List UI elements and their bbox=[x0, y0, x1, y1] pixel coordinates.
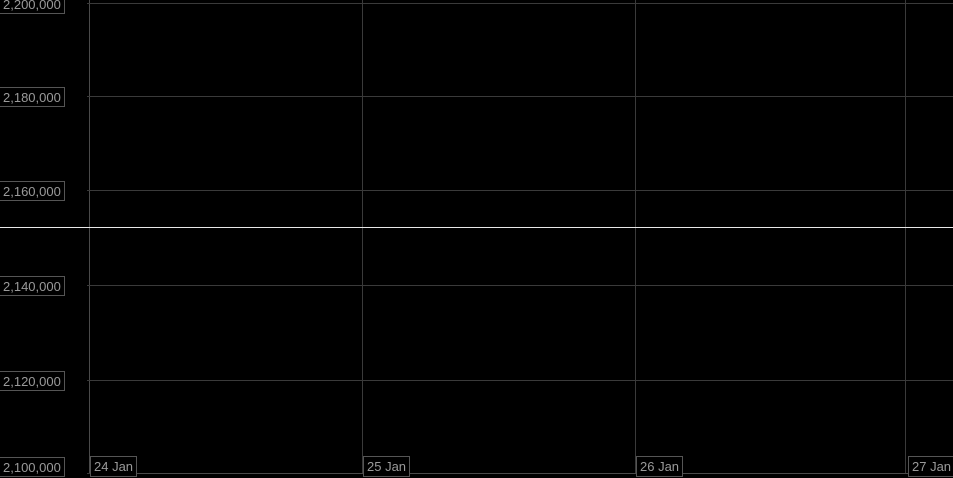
y-tick-mark bbox=[87, 380, 93, 381]
y-axis-label: 2,200,000 bbox=[0, 0, 65, 14]
y-axis-label: 2,100,000 bbox=[0, 457, 65, 477]
vertical-gridline bbox=[362, 0, 363, 473]
vertical-gridline bbox=[905, 0, 906, 473]
crosshair-horizontal-line bbox=[0, 227, 953, 228]
horizontal-gridline bbox=[89, 380, 953, 381]
x-axis-label: 26 Jan bbox=[636, 456, 684, 477]
horizontal-gridline bbox=[89, 190, 953, 191]
y-axis-label: 2,180,000 bbox=[0, 87, 65, 107]
x-axis-label: 27 Jan bbox=[908, 456, 953, 477]
y-axis-line bbox=[89, 0, 90, 473]
y-axis-label: 2,140,000 bbox=[0, 276, 65, 296]
x-axis-line bbox=[89, 473, 953, 474]
horizontal-gridline bbox=[89, 96, 953, 97]
horizontal-gridline bbox=[89, 285, 953, 286]
x-axis-label: 25 Jan bbox=[363, 456, 411, 477]
y-tick-mark bbox=[87, 96, 93, 97]
y-axis-label: 2,160,000 bbox=[0, 181, 65, 201]
y-tick-mark bbox=[87, 190, 93, 191]
y-tick-mark bbox=[87, 3, 93, 4]
y-tick-mark bbox=[87, 285, 93, 286]
vertical-gridline bbox=[635, 0, 636, 473]
y-axis-label: 2,120,000 bbox=[0, 371, 65, 391]
horizontal-gridline bbox=[89, 3, 953, 4]
x-axis-label: 24 Jan bbox=[90, 456, 138, 477]
